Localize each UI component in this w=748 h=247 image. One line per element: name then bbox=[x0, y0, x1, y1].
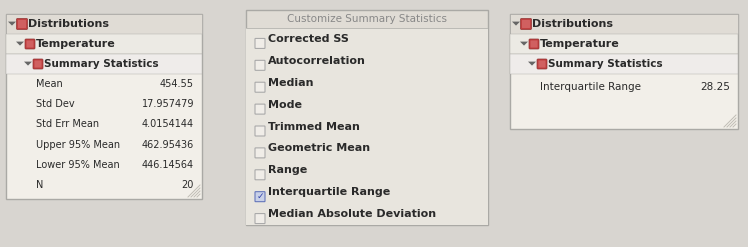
Bar bbox=[6, 54, 202, 74]
Bar bbox=[246, 10, 488, 225]
FancyBboxPatch shape bbox=[255, 126, 265, 136]
Polygon shape bbox=[8, 21, 16, 26]
FancyBboxPatch shape bbox=[18, 20, 26, 28]
Bar bbox=[510, 14, 738, 129]
Text: 446.14564: 446.14564 bbox=[142, 160, 194, 170]
Text: Lower 95% Mean: Lower 95% Mean bbox=[36, 160, 120, 170]
Text: Distributions: Distributions bbox=[532, 19, 613, 29]
Text: Customize Summary Statistics: Customize Summary Statistics bbox=[287, 14, 447, 24]
Text: Range: Range bbox=[268, 165, 307, 175]
Text: 28.25: 28.25 bbox=[700, 82, 730, 92]
FancyBboxPatch shape bbox=[530, 41, 538, 47]
Bar bbox=[510, 34, 738, 54]
Text: Temperature: Temperature bbox=[36, 39, 116, 49]
Text: Std Dev: Std Dev bbox=[36, 99, 75, 109]
Text: Mean: Mean bbox=[36, 79, 63, 89]
Text: Corrected SS: Corrected SS bbox=[268, 34, 349, 44]
FancyBboxPatch shape bbox=[255, 82, 265, 92]
Text: Autocorrelation: Autocorrelation bbox=[268, 56, 366, 66]
Polygon shape bbox=[16, 41, 24, 46]
Text: N: N bbox=[36, 180, 43, 190]
Text: Distributions: Distributions bbox=[28, 19, 109, 29]
Text: ✓: ✓ bbox=[257, 192, 264, 201]
Text: Temperature: Temperature bbox=[540, 39, 620, 49]
FancyBboxPatch shape bbox=[26, 41, 34, 47]
FancyBboxPatch shape bbox=[255, 104, 265, 114]
Bar bbox=[246, 28, 488, 225]
Text: Mode: Mode bbox=[268, 100, 302, 110]
Text: Interquartile Range: Interquartile Range bbox=[540, 82, 641, 92]
Polygon shape bbox=[520, 41, 528, 46]
FancyBboxPatch shape bbox=[255, 60, 265, 70]
FancyBboxPatch shape bbox=[255, 170, 265, 180]
Bar bbox=[6, 14, 202, 34]
FancyBboxPatch shape bbox=[34, 61, 41, 67]
Text: Interquartile Range: Interquartile Range bbox=[268, 187, 390, 197]
FancyBboxPatch shape bbox=[255, 214, 265, 224]
Bar bbox=[510, 14, 738, 34]
FancyBboxPatch shape bbox=[255, 39, 265, 48]
Text: 20: 20 bbox=[182, 180, 194, 190]
FancyBboxPatch shape bbox=[537, 59, 547, 69]
Text: 4.0154144: 4.0154144 bbox=[142, 119, 194, 129]
Polygon shape bbox=[24, 62, 32, 66]
FancyBboxPatch shape bbox=[539, 61, 545, 67]
Text: Trimmed Mean: Trimmed Mean bbox=[268, 122, 360, 131]
FancyBboxPatch shape bbox=[255, 148, 265, 158]
Text: 17.957479: 17.957479 bbox=[141, 99, 194, 109]
Bar bbox=[510, 54, 738, 74]
Text: 454.55: 454.55 bbox=[160, 79, 194, 89]
FancyBboxPatch shape bbox=[33, 59, 43, 69]
Text: Median: Median bbox=[268, 78, 313, 88]
Text: Median Absolute Deviation: Median Absolute Deviation bbox=[268, 209, 436, 219]
FancyBboxPatch shape bbox=[25, 39, 35, 49]
Text: Upper 95% Mean: Upper 95% Mean bbox=[36, 140, 120, 150]
Text: Summary Statistics: Summary Statistics bbox=[548, 59, 663, 69]
FancyBboxPatch shape bbox=[522, 20, 530, 28]
Polygon shape bbox=[528, 62, 536, 66]
FancyBboxPatch shape bbox=[521, 19, 532, 29]
FancyBboxPatch shape bbox=[16, 19, 28, 29]
Text: Geometric Mean: Geometric Mean bbox=[268, 144, 370, 153]
Text: Std Err Mean: Std Err Mean bbox=[36, 119, 99, 129]
Bar bbox=[6, 14, 202, 199]
Text: 462.95436: 462.95436 bbox=[142, 140, 194, 150]
FancyBboxPatch shape bbox=[529, 39, 539, 49]
Polygon shape bbox=[512, 21, 520, 26]
Bar bbox=[6, 34, 202, 54]
FancyBboxPatch shape bbox=[255, 192, 265, 202]
Text: Summary Statistics: Summary Statistics bbox=[44, 59, 159, 69]
